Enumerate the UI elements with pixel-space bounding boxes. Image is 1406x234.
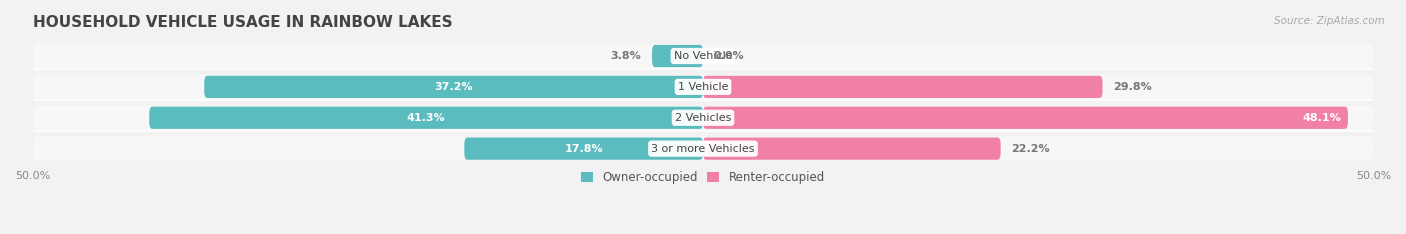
Text: 3.8%: 3.8% [610, 51, 641, 61]
Text: 2 Vehicles: 2 Vehicles [675, 113, 731, 123]
Text: Source: ZipAtlas.com: Source: ZipAtlas.com [1274, 16, 1385, 26]
FancyBboxPatch shape [204, 76, 703, 98]
FancyBboxPatch shape [32, 44, 1374, 68]
Text: 22.2%: 22.2% [1011, 144, 1050, 154]
Text: No Vehicle: No Vehicle [673, 51, 733, 61]
Legend: Owner-occupied, Renter-occupied: Owner-occupied, Renter-occupied [576, 166, 830, 189]
Text: 0.0%: 0.0% [714, 51, 744, 61]
Text: 37.2%: 37.2% [434, 82, 472, 92]
FancyBboxPatch shape [652, 45, 703, 67]
Text: 17.8%: 17.8% [564, 144, 603, 154]
Text: 29.8%: 29.8% [1114, 82, 1152, 92]
FancyBboxPatch shape [703, 138, 1001, 160]
Text: HOUSEHOLD VEHICLE USAGE IN RAINBOW LAKES: HOUSEHOLD VEHICLE USAGE IN RAINBOW LAKES [32, 15, 453, 30]
FancyBboxPatch shape [703, 107, 1348, 129]
Text: 41.3%: 41.3% [406, 113, 446, 123]
FancyBboxPatch shape [32, 106, 1374, 130]
FancyBboxPatch shape [149, 107, 703, 129]
Text: 3 or more Vehicles: 3 or more Vehicles [651, 144, 755, 154]
FancyBboxPatch shape [703, 76, 1102, 98]
FancyBboxPatch shape [464, 138, 703, 160]
Text: 1 Vehicle: 1 Vehicle [678, 82, 728, 92]
FancyBboxPatch shape [32, 75, 1374, 99]
Text: 48.1%: 48.1% [1302, 113, 1341, 123]
FancyBboxPatch shape [32, 136, 1374, 161]
